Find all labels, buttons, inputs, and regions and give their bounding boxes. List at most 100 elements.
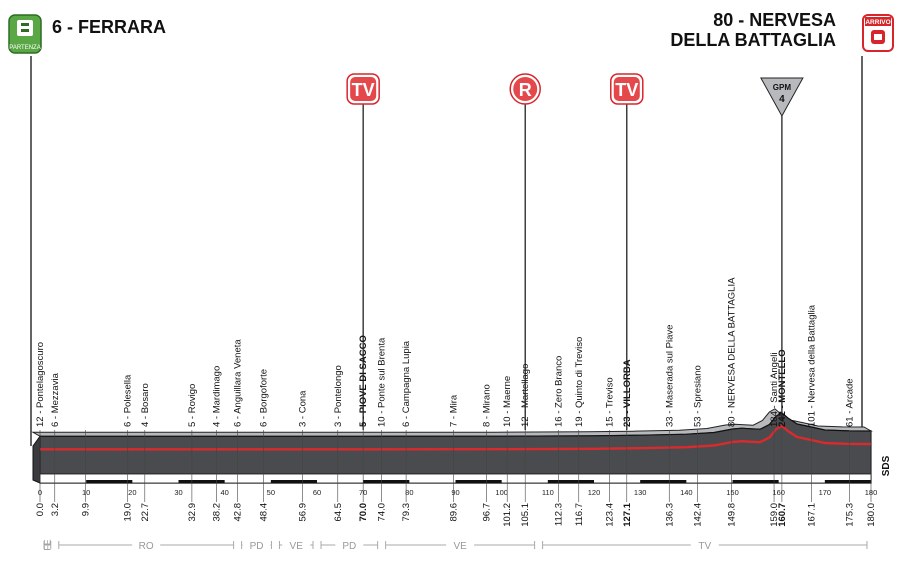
place-km-label: 180.0 — [866, 503, 877, 527]
x-tick-label: 130 — [634, 488, 647, 497]
place-name-label: 10 - Maerne — [502, 376, 513, 427]
x-tick-stripe — [178, 480, 225, 483]
x-tick-label: 150 — [726, 488, 739, 497]
place-km-label: 136.3 — [664, 503, 675, 527]
tv-sign-fill — [350, 77, 377, 101]
x-tick-label: 30 — [174, 488, 182, 497]
sds-label: SDS — [881, 455, 892, 476]
region-label-bg — [242, 538, 271, 552]
finish-town-label: 80 - NERVESA DELLA BATTAGLIA — [670, 10, 836, 50]
r-sign-fill — [513, 77, 538, 101]
sign-tv: TV — [610, 73, 644, 430]
place-km-label: 160.7 — [777, 503, 788, 527]
x-tick-label: 40 — [220, 488, 228, 497]
region-label-bg — [690, 538, 719, 552]
region-label: RO — [139, 541, 154, 552]
place-name-label: 6 - Polesella — [123, 374, 134, 427]
place-name-label: 33 - Maserada sul Piave — [664, 325, 675, 427]
place-km-label: 142.4 — [692, 503, 703, 527]
x-tick-label: 110 — [542, 488, 554, 497]
start-town-label: 6 - FERRARA — [52, 17, 167, 37]
profile-left-cap — [32, 434, 41, 484]
place-km-label: 42.8 — [233, 503, 244, 522]
finish-badge-text: ARRIVO — [865, 19, 890, 26]
place-km-label: 74.0 — [377, 503, 388, 522]
x-tick-stripe — [363, 480, 410, 483]
x-tick-stripe — [732, 480, 779, 483]
x-tick-label: 170 — [819, 488, 832, 497]
place-name-label: 10 - Ponte sul Brenta — [377, 337, 388, 427]
place-name-label: 101 - Nervesa della Battaglia — [806, 304, 817, 427]
finish-town-line2: DELLA BATTAGLIA — [670, 30, 836, 50]
place-km-label: 32.9 — [187, 503, 198, 522]
place-km-label: 105.1 — [520, 503, 531, 527]
x-tick-stripe — [824, 480, 871, 483]
place-name-label: 5 - Rovigo — [187, 384, 198, 427]
place-name-label: 61 - Arcade — [844, 378, 855, 427]
finish-town-line1: 80 - NERVESA — [713, 10, 836, 30]
place-km-label: 9.9 — [81, 503, 92, 516]
region-label: VE — [290, 541, 304, 552]
region-label-bg — [282, 538, 311, 552]
gpm-triangle — [760, 77, 804, 118]
place-name-label: 19 - Quinto di Treviso — [574, 337, 585, 427]
place-km-label: 19.0 — [123, 503, 134, 522]
place-name-label: 3 - Cona — [298, 390, 309, 427]
sign-text: TV — [352, 80, 375, 100]
region-label: TV — [698, 541, 711, 552]
x-tick-label: 100 — [495, 488, 508, 497]
sign-r: R — [509, 73, 541, 430]
place-km-label: 3.2 — [50, 503, 61, 516]
x-tick-label: 160 — [772, 488, 785, 497]
place-name-label: 4 - Mardimago — [211, 366, 222, 427]
place-km-label: 38.2 — [211, 503, 222, 522]
place-km-label: 112.3 — [553, 503, 564, 526]
place-name-label: 80 - NERVESA DELLA BATTAGLIA — [727, 277, 738, 427]
sign-text: R — [519, 80, 532, 100]
place-km-label: 159.0 — [769, 503, 780, 527]
place-km-label: 101.2 — [502, 503, 513, 527]
region-label: PD — [250, 541, 264, 552]
place-name-label: 6 - Anguillara Veneta — [233, 339, 244, 427]
place-km-label: 175.3 — [844, 503, 855, 527]
x-tick-label: 10 — [82, 488, 90, 497]
place-km-label: 64.5 — [333, 503, 344, 522]
place-name-label: 184 - Santi Angeli — [769, 353, 780, 427]
place-labels: 0.0 12 - Pontelagoscuro 3.2 6 - Mezzavia 9.9… — [35, 277, 877, 527]
place-name-label: 6 - Mezzavia — [50, 372, 61, 427]
place-km-label: 167.1 — [806, 503, 817, 527]
place-km-label: 116.7 — [574, 503, 585, 526]
place-name-label: 7 - Mira — [449, 394, 460, 427]
place-km-label: 149.8 — [727, 503, 738, 527]
x-tick-stripe — [640, 480, 687, 483]
x-tick-stripe — [86, 480, 133, 483]
x-tick-label: 120 — [588, 488, 601, 497]
x-axis-ticks: 0102030405060708090100110120130140150160… — [38, 480, 877, 497]
province-regions: FE RO PD VE PD VE TV — [42, 538, 868, 552]
place-km-label: 0.0 — [35, 503, 46, 516]
finish-badge: ARRIVO — [862, 14, 894, 52]
x-tick-stripe — [270, 480, 317, 483]
place-name-label: 16 - Zero Branco — [553, 356, 564, 427]
region-label: VE — [453, 541, 467, 552]
place-name-label: 8 - Mirano — [481, 384, 492, 427]
x-tick-label: 140 — [680, 488, 693, 497]
x-tick-stripe — [547, 480, 594, 483]
place-km-label: 127.1 — [622, 502, 633, 526]
x-tick-label: 50 — [267, 488, 275, 497]
place-km-label: 48.4 — [258, 503, 269, 522]
region-label-bg — [335, 538, 364, 552]
x-tick-label: 20 — [128, 488, 136, 497]
x-tick-label: 90 — [451, 488, 459, 497]
place-name-label: 15 - Treviso — [605, 377, 616, 427]
place-km-label: 96.7 — [481, 503, 492, 522]
x-tick-stripe — [455, 480, 502, 483]
sign-tv: TV — [346, 73, 380, 430]
region-label: PD — [342, 541, 356, 552]
place-km-label: 79.3 — [401, 503, 412, 522]
place-km-label: 56.9 — [298, 503, 309, 522]
start-badge: PARTENZA — [8, 14, 42, 54]
place-km-label: 22.7 — [140, 503, 151, 522]
